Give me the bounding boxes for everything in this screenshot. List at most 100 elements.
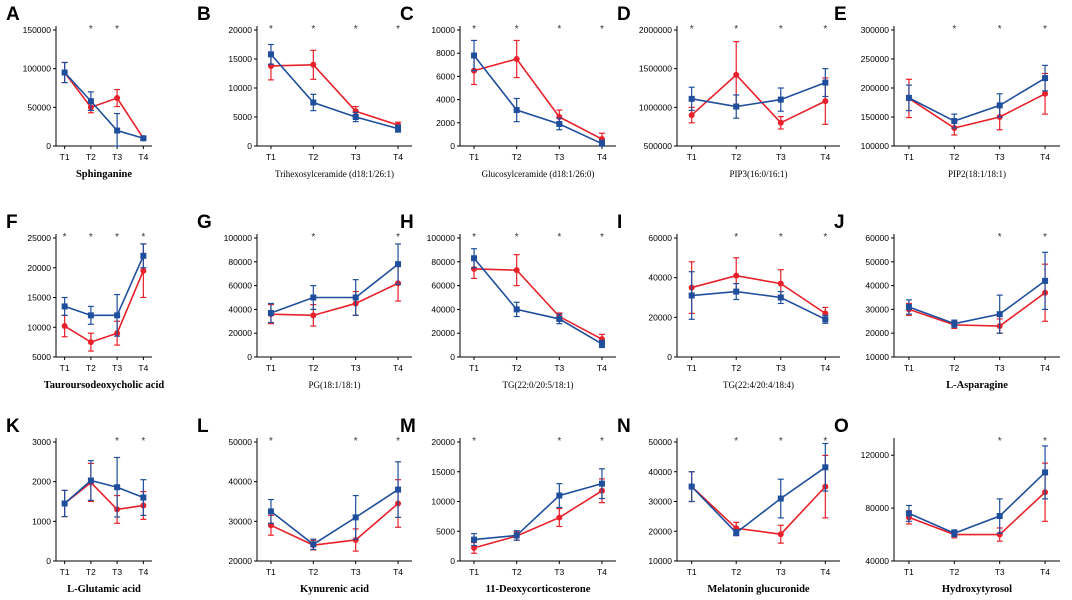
x-tick-label-m: T1 xyxy=(469,567,479,577)
series-line-red-j xyxy=(908,292,1046,327)
significance-star-f: * xyxy=(63,232,67,243)
x-tick-label-e: T3 xyxy=(995,152,1005,162)
data-point-red-m xyxy=(556,514,563,521)
panel-h: H 0 20000 40000 60000 80000 100000 T1 T2 T3 T4 TG(2… xyxy=(400,212,616,390)
significance-star-f: * xyxy=(141,232,145,243)
data-point-blue-i xyxy=(688,292,695,299)
y-tick-label-a: 50000 xyxy=(27,102,51,112)
data-point-blue-n xyxy=(733,529,740,536)
series-line-red-b xyxy=(270,63,399,126)
significance-star-n: * xyxy=(779,436,783,447)
series-blue-d xyxy=(688,68,829,119)
x-tick-label-g: T3 xyxy=(351,363,361,373)
data-point-blue-d xyxy=(777,96,784,103)
series-line-red-g xyxy=(270,282,399,317)
x-tick-label-a: T2 xyxy=(86,152,96,162)
series-red-c xyxy=(471,39,605,146)
series-blue-k xyxy=(61,456,147,518)
y-tick-label-h: 0 xyxy=(450,352,455,362)
series-line-blue-d xyxy=(691,81,826,108)
axes-c xyxy=(459,26,616,147)
series-line-red-a xyxy=(64,72,145,139)
data-point-blue-g xyxy=(310,294,317,301)
series-line-blue-i xyxy=(691,290,826,321)
y-tick-label-b: 20000 xyxy=(228,25,252,35)
series-red-f xyxy=(61,243,147,352)
y-tick-label-h: 20000 xyxy=(431,328,455,338)
data-point-blue-g xyxy=(352,294,359,301)
data-point-red-d xyxy=(733,71,740,78)
x-axis-title-a: Sphinganine xyxy=(76,169,132,180)
x-axis-title-b: Trihexosylceramide (d18:1/26:1) xyxy=(275,169,394,179)
data-point-blue-c xyxy=(556,120,563,127)
series-line-blue-o xyxy=(908,471,1046,535)
x-tick-label-i: T2 xyxy=(731,363,741,373)
x-tick-label-a: T1 xyxy=(60,152,70,162)
significance-star-m: * xyxy=(472,436,476,447)
y-tick-label-j: 10000 xyxy=(865,352,889,362)
series-red-o xyxy=(905,462,1049,542)
series-blue-n xyxy=(688,442,829,537)
x-tick-label-o: T1 xyxy=(904,567,914,577)
data-point-blue-o xyxy=(951,530,958,537)
data-point-blue-h xyxy=(471,255,478,262)
y-tick-label-m: 5000 xyxy=(436,526,455,536)
significance-star-n: * xyxy=(823,436,827,447)
x-tick-label-b: T1 xyxy=(266,152,276,162)
series-blue-a xyxy=(61,61,147,147)
panel-k: K 0 1000 2000 3000 T1 T2 T3 T4 L-Glutamic acid * * xyxy=(6,416,152,595)
x-tick-label-a: T3 xyxy=(112,152,122,162)
x-tick-label-f: T2 xyxy=(86,363,96,373)
data-point-blue-a xyxy=(114,127,121,134)
significance-star-f: * xyxy=(89,232,93,243)
x-tick-label-h: T3 xyxy=(554,363,564,373)
significance-star-h: * xyxy=(472,232,476,243)
y-tick-label-o: 40000 xyxy=(865,556,889,566)
significance-star-g: * xyxy=(311,232,315,243)
x-tick-label-d: T3 xyxy=(776,152,786,162)
panel-letter-c: C xyxy=(400,4,414,25)
y-tick-label-e: 300000 xyxy=(861,25,890,35)
y-tick-label-k: 0 xyxy=(46,556,51,566)
y-tick-label-m: 15000 xyxy=(431,467,455,477)
x-tick-label-j: T4 xyxy=(1040,363,1050,373)
significance-star-e: * xyxy=(952,24,956,35)
significance-star-j: * xyxy=(1043,232,1047,243)
data-point-red-l xyxy=(352,536,359,543)
y-tick-label-g: 100000 xyxy=(224,233,253,243)
y-tick-label-a: 100000 xyxy=(23,64,52,74)
panel-letter-d: D xyxy=(617,4,631,25)
panel-letter-n: N xyxy=(617,416,631,437)
y-tick-label-c: 6000 xyxy=(436,71,455,81)
series-red-n xyxy=(688,454,829,544)
x-tick-label-o: T3 xyxy=(995,567,1005,577)
axes-b xyxy=(256,26,412,147)
axes-j xyxy=(893,234,1060,358)
y-tick-label-o: 120000 xyxy=(861,450,890,460)
y-tick-label-f: 5000 xyxy=(32,352,51,362)
y-tick-label-g: 40000 xyxy=(228,304,252,314)
x-tick-label-l: T2 xyxy=(308,567,318,577)
significance-star-h: * xyxy=(557,232,561,243)
y-tick-label-i: 20000 xyxy=(648,312,672,322)
x-tick-label-e: T1 xyxy=(904,152,914,162)
data-point-blue-k xyxy=(87,477,94,484)
significance-star-k: * xyxy=(115,436,119,447)
y-tick-label-m: 0 xyxy=(450,556,455,566)
x-axis-title-f: Tauroursodeoxycholic acid xyxy=(44,380,165,391)
x-axis-title-n: Melatonin glucuronide xyxy=(707,584,810,595)
significance-star-d: * xyxy=(779,24,783,35)
x-axis-title-g: PG(18:1/18:1) xyxy=(308,380,360,390)
significance-star-l: * xyxy=(354,436,358,447)
significance-star-c: * xyxy=(515,24,519,35)
x-tick-label-k: T4 xyxy=(138,567,148,577)
data-point-blue-a xyxy=(87,98,94,105)
data-point-red-a xyxy=(114,95,121,102)
y-tick-label-g: 20000 xyxy=(228,328,252,338)
data-point-blue-g xyxy=(267,309,274,316)
significance-star-i: * xyxy=(823,232,827,243)
panel-g: G 0 20000 40000 60000 80000 100000 T1 T2 T3 T4 PG(1… xyxy=(197,212,412,390)
series-line-red-n xyxy=(691,486,826,536)
series-line-blue-j xyxy=(908,280,1046,325)
x-axis-title-h: TG(22:0/20:5/18:1) xyxy=(503,380,574,390)
